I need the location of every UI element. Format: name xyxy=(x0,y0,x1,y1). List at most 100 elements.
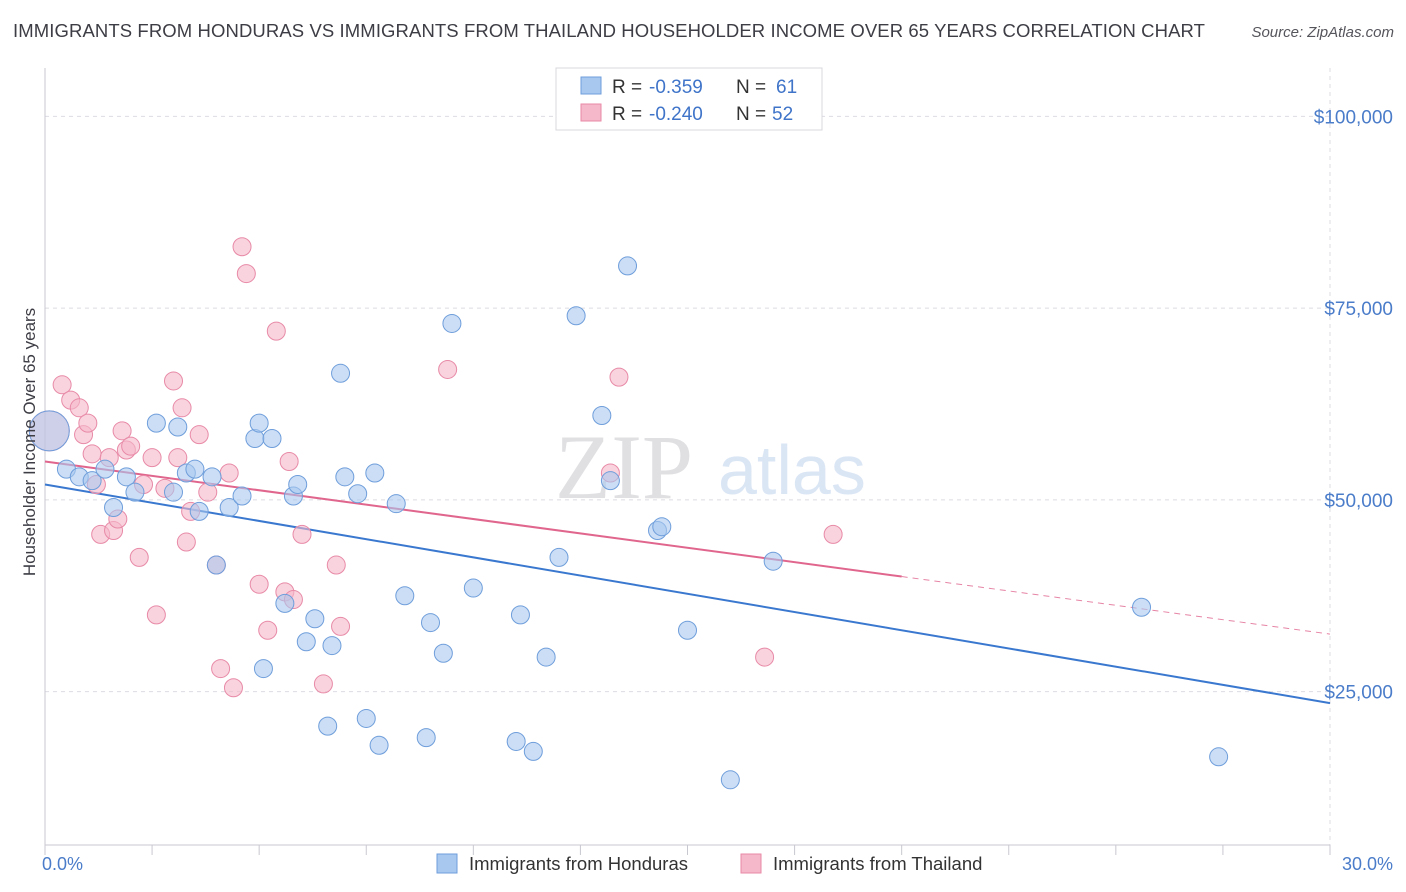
y-axis-label: Householder Income Over 65 years xyxy=(20,308,39,576)
point-honduras-28 xyxy=(322,636,342,656)
y-tick-label-0: $25,000 xyxy=(1324,683,1393,704)
point-thailand-29 xyxy=(219,463,239,483)
point-honduras-29 xyxy=(331,363,351,383)
point-honduras-21 xyxy=(262,428,282,448)
point-honduras-37 xyxy=(416,728,436,748)
point-honduras-54 xyxy=(720,770,740,790)
legend-n-value-1: 52 xyxy=(772,104,793,125)
point-honduras-22 xyxy=(275,593,295,613)
legend-swatch-honduras xyxy=(580,76,602,95)
point-thailand-12 xyxy=(112,421,132,441)
point-thailand-47 xyxy=(823,524,843,544)
point-honduras-35 xyxy=(386,494,406,514)
point-honduras-43 xyxy=(510,605,530,625)
bottom-legend-label-honduras: Immigrants from Honduras xyxy=(469,853,688,874)
point-honduras-7 xyxy=(125,482,145,502)
point-thailand-45 xyxy=(609,367,629,387)
point-honduras-32 xyxy=(356,708,376,728)
chart-source: Source: ZipAtlas.com xyxy=(1251,24,1394,41)
trendline-thailand-extension xyxy=(901,576,1331,635)
point-honduras-50 xyxy=(618,256,638,276)
point-honduras-40 xyxy=(442,313,462,333)
point-honduras-55 xyxy=(763,551,783,571)
point-honduras-5 xyxy=(104,498,124,518)
point-thailand-3 xyxy=(69,398,89,418)
point-thailand-1 xyxy=(52,375,72,395)
point-honduras-25 xyxy=(296,632,316,652)
x-tick-label-0: 0.0% xyxy=(42,854,83,874)
point-honduras-44 xyxy=(523,741,543,761)
legend-n-label-0: N = xyxy=(736,77,766,98)
point-thailand-46 xyxy=(755,647,775,667)
point-honduras-0 xyxy=(28,410,70,452)
point-thailand-6 xyxy=(82,444,102,464)
point-honduras-17 xyxy=(232,486,252,506)
point-honduras-47 xyxy=(566,306,586,326)
y-tick-label-2: $75,000 xyxy=(1324,299,1393,320)
watermark-zip: ZIP xyxy=(555,416,693,518)
legend-swatch-thailand xyxy=(580,103,602,122)
point-thailand-35 xyxy=(266,321,286,341)
point-thailand-22 xyxy=(172,398,192,418)
correlation-legend: R = -0.359 N = 61 R = -0.240 N = 52 xyxy=(555,67,823,131)
point-thailand-23 xyxy=(176,532,196,552)
x-tick-label-1: 30.0% xyxy=(1342,854,1393,874)
point-honduras-4 xyxy=(95,459,115,479)
x-tick-labels: 0.0% 30.0% xyxy=(42,854,1393,874)
point-honduras-38 xyxy=(421,613,440,633)
point-honduras-6 xyxy=(116,467,136,487)
point-honduras-20 xyxy=(253,659,273,679)
point-honduras-41 xyxy=(463,578,483,598)
point-honduras-34 xyxy=(369,735,389,755)
point-honduras-9 xyxy=(164,482,183,502)
point-honduras-10 xyxy=(168,417,188,437)
point-thailand-17 xyxy=(142,448,162,468)
series-legend: Immigrants from Honduras Immigrants from… xyxy=(436,853,982,874)
y-tick-labels: $25,000 $50,000 $75,000 $100,000 xyxy=(1314,107,1393,703)
legend-r-label-1: R = xyxy=(612,104,642,125)
point-honduras-45 xyxy=(536,647,556,667)
point-honduras-8 xyxy=(146,413,166,433)
point-honduras-3 xyxy=(82,471,102,491)
point-honduras-15 xyxy=(206,555,226,575)
point-honduras-30 xyxy=(335,467,355,487)
watermark-atlas: atlas xyxy=(718,431,866,509)
point-thailand-43 xyxy=(438,359,458,379)
legend-n-value-0: 61 xyxy=(776,77,797,98)
point-thailand-25 xyxy=(189,425,209,445)
legend-n-label-1: N = xyxy=(736,104,766,125)
legend-r-value-0: -0.359 xyxy=(649,77,703,98)
point-thailand-34 xyxy=(258,620,278,640)
axes xyxy=(44,68,1331,855)
bottom-legend-swatch-honduras xyxy=(436,853,458,874)
point-thailand-21 xyxy=(168,448,188,468)
point-thailand-14 xyxy=(121,436,141,456)
point-honduras-42 xyxy=(506,731,526,751)
trendline-honduras xyxy=(44,483,1331,705)
point-thailand-40 xyxy=(313,674,333,694)
point-thailand-18 xyxy=(146,605,166,625)
point-thailand-39 xyxy=(292,524,312,544)
point-honduras-14 xyxy=(202,467,222,487)
point-honduras-27 xyxy=(318,716,338,736)
y-tick-label-1: $50,000 xyxy=(1324,491,1393,512)
point-honduras-57 xyxy=(1209,747,1229,767)
point-honduras-49 xyxy=(600,471,620,491)
bottom-legend-swatch-thailand xyxy=(740,853,762,874)
point-thailand-30 xyxy=(223,678,243,698)
legend-r-label-0: R = xyxy=(612,77,642,98)
legend-r-value-1: -0.240 xyxy=(649,104,703,125)
point-honduras-48 xyxy=(592,405,612,425)
point-thailand-41 xyxy=(326,555,346,575)
point-thailand-15 xyxy=(129,547,149,567)
chart-title: IMMIGRANTS FROM HONDURAS VS IMMIGRANTS F… xyxy=(13,20,1206,41)
zipatlas-watermark: ZIP atlas xyxy=(555,416,866,518)
y-tick-label-3: $100,000 xyxy=(1314,107,1393,128)
point-honduras-53 xyxy=(678,620,697,640)
point-thailand-33 xyxy=(249,574,269,594)
point-thailand-28 xyxy=(211,659,231,679)
point-honduras-26 xyxy=(305,609,325,629)
point-thailand-42 xyxy=(331,616,351,636)
point-thailand-5 xyxy=(78,413,98,433)
